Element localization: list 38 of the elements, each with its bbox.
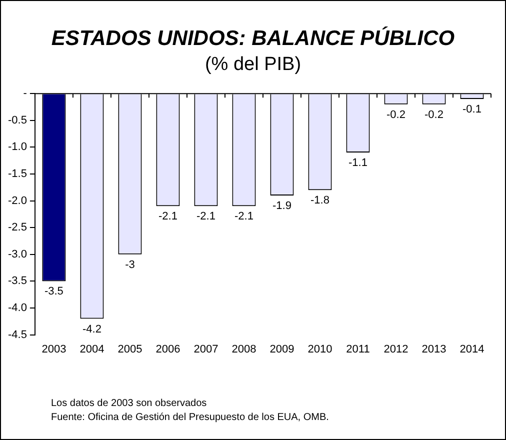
chart-title: ESTADOS UNIDOS: BALANCE PÚBLICO <box>50 27 456 51</box>
data-label: -1.9 <box>272 200 292 212</box>
x-tick-label: 2014 <box>460 343 484 356</box>
y-tick-label: -1.0 <box>8 141 27 154</box>
chart-subtitle: (% del PIB) <box>204 54 302 76</box>
x-tick-label: 2005 <box>118 343 142 356</box>
y-tick-label: - <box>23 88 28 100</box>
x-tick-label: 2006 <box>156 343 180 356</box>
x-tick-label: 2010 <box>308 343 332 356</box>
data-label: -3.5 <box>44 286 64 298</box>
x-tick-label: 2008 <box>232 343 256 356</box>
x-tick-label: 2012 <box>384 343 408 356</box>
data-label: -2.1 <box>196 210 216 223</box>
data-label: -4.2 <box>82 323 102 336</box>
y-tick-label: -2.5 <box>8 222 27 234</box>
data-label: -2.1 <box>158 210 178 223</box>
y-tick-label: -1.5 <box>8 168 27 180</box>
x-tick-label: 2011 <box>346 343 370 356</box>
data-label: -0.1 <box>462 103 482 116</box>
y-tick-label: -2.0 <box>8 194 27 207</box>
data-label: -1.8 <box>310 194 330 207</box>
data-label: -1.1 <box>348 157 368 170</box>
y-tick-label: -3.5 <box>8 275 27 288</box>
data-label: -3 <box>125 258 135 271</box>
data-label: -0.2 <box>386 108 406 121</box>
y-tick-label: -4.5 <box>8 328 27 341</box>
x-tick-label: 2007 <box>194 343 218 356</box>
source-note: Fuente: Oficina de Gestión del Presupuesto de los EUA, OMB. <box>51 411 329 425</box>
x-tick-label: 2003 <box>42 343 66 356</box>
text: Los datos de 2003 son observados <box>51 397 208 411</box>
y-tick-label: -4.0 <box>8 302 27 314</box>
data-label: -2.1 <box>234 210 254 223</box>
x-tick-label: 2004 <box>80 343 104 356</box>
y-tick-label: -3.0 <box>8 248 27 260</box>
x-tick-label: 2013 <box>422 343 446 356</box>
data-label: -0.2 <box>424 108 444 121</box>
x-tick-label: 2009 <box>270 343 294 356</box>
y-tick-label: -0.5 <box>8 114 27 126</box>
